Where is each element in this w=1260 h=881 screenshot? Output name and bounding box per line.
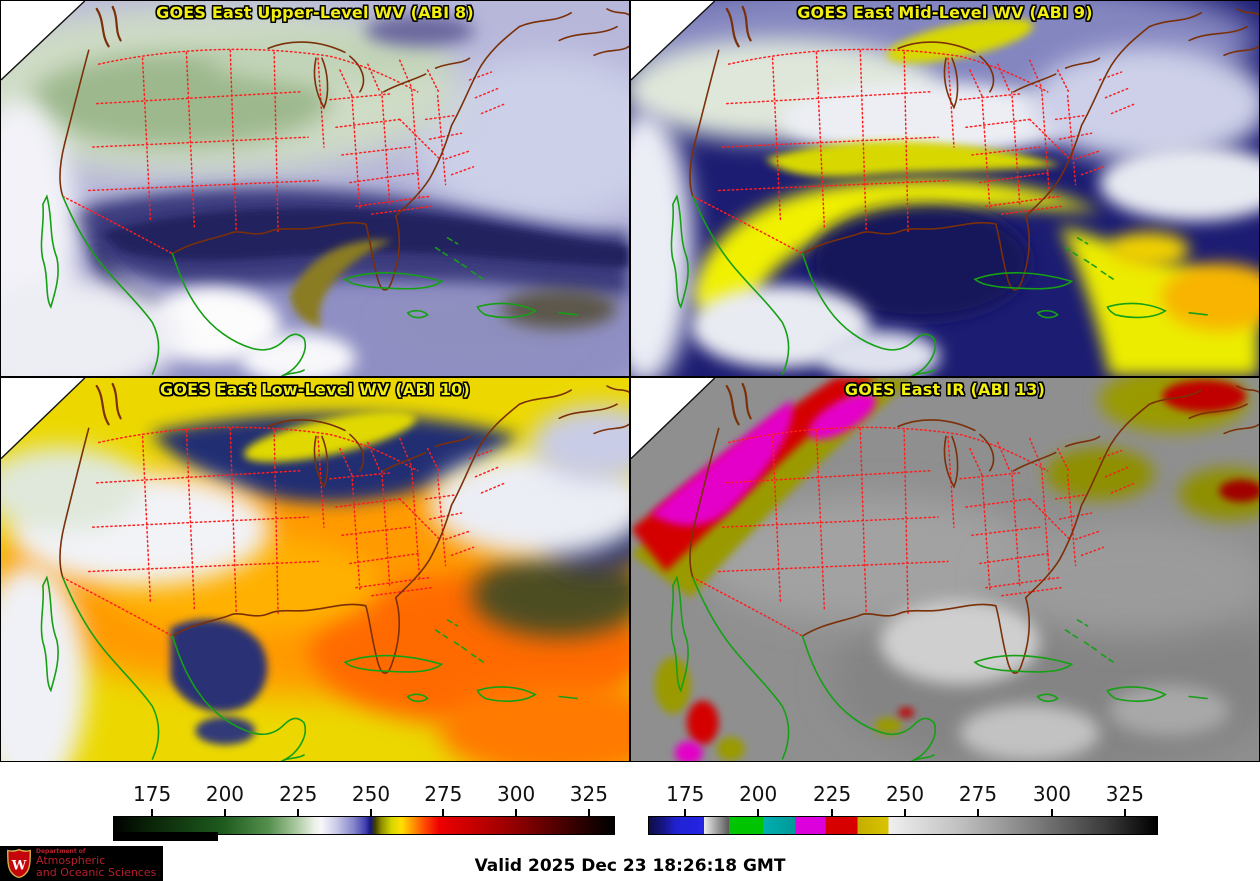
tick-mark xyxy=(976,809,979,816)
colorbar-water-vapor: 175 200 225 250 275 300 325 xyxy=(113,762,615,881)
uw-crest-icon: W xyxy=(7,848,31,879)
tick-label: 250 xyxy=(351,782,391,806)
tick-mark xyxy=(370,809,373,816)
colorbar-ir-enhancement: 175 200 225 250 275 300 325 xyxy=(648,762,1158,881)
tick-label: 225 xyxy=(813,782,852,806)
tick-mark xyxy=(1050,809,1053,816)
colorbar-underscale-tab xyxy=(113,832,218,841)
tick-mark xyxy=(1123,809,1126,816)
logo-name-line2: and Oceanic Sciences xyxy=(36,865,157,879)
uw-aos-logo: W Department of Atmospheric and Oceanic … xyxy=(0,846,163,881)
tick-mark xyxy=(515,809,518,816)
tick-label: 275 xyxy=(958,782,998,806)
tick-label: 325 xyxy=(1105,782,1144,806)
satellite-panel-grid: GOES East Upper-Level WV (ABI 8) GOES Ea… xyxy=(0,0,1260,762)
colorbar-gradient-ir xyxy=(648,816,1158,835)
tick-label: 175 xyxy=(666,782,705,806)
abi8-imagery xyxy=(1,1,629,376)
panel-abi8: GOES East Upper-Level WV (ABI 8) xyxy=(0,0,630,377)
tick-mark xyxy=(151,809,154,816)
panel-abi9: GOES East Mid-Level WV (ABI 9) xyxy=(630,0,1260,377)
tick-label: 300 xyxy=(497,782,536,806)
tick-label: 175 xyxy=(133,782,172,806)
tick-mark xyxy=(297,809,300,816)
panel-abi13: GOES East IR (ABI 13) xyxy=(630,377,1260,762)
tick-mark xyxy=(757,809,760,816)
tick-label: 200 xyxy=(205,782,245,806)
footer: 175 200 225 250 275 300 325 175 200 225 … xyxy=(0,762,1260,881)
tick-mark xyxy=(587,809,590,816)
abi10-imagery xyxy=(1,378,629,761)
tick-mark xyxy=(831,809,834,816)
logo-name-line1: Atmospheric xyxy=(36,854,106,868)
abi9-imagery xyxy=(631,1,1259,376)
tick-mark xyxy=(904,809,907,816)
abi13-imagery xyxy=(631,378,1259,761)
svg-text:W: W xyxy=(11,859,27,874)
panel-abi10: GOES East Low-Level WV (ABI 10) xyxy=(0,377,630,762)
tick-label: 325 xyxy=(569,782,608,806)
logo-dept-line: Department of xyxy=(36,847,86,855)
tick-mark xyxy=(442,809,445,816)
tick-label: 275 xyxy=(424,782,463,806)
tick-label: 300 xyxy=(1032,782,1071,806)
valid-time-label: Valid 2025 Dec 23 18:26:18 GMT xyxy=(474,856,786,876)
tick-label: 200 xyxy=(739,782,778,806)
tick-label: 225 xyxy=(279,782,318,806)
colorbar-gradient-wv xyxy=(113,816,615,835)
tick-mark xyxy=(684,809,687,816)
tick-label: 250 xyxy=(885,782,925,806)
tick-mark xyxy=(223,809,226,816)
